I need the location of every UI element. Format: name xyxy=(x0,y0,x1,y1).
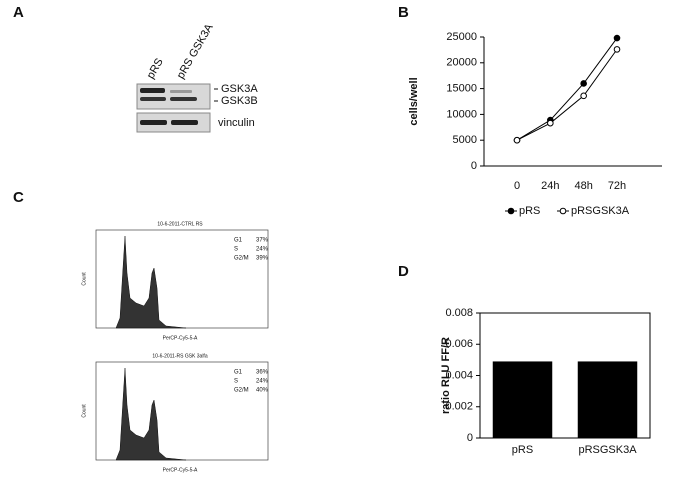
y-tick-label: 0 xyxy=(471,160,477,172)
stat-value: 39% xyxy=(256,256,269,262)
panel-label: D xyxy=(398,263,409,280)
band xyxy=(140,88,165,93)
y-tick-label: 25000 xyxy=(446,31,477,43)
band-label: vinculin xyxy=(218,117,255,129)
stat-name: G2/M xyxy=(234,388,249,394)
lane-label: pRS xyxy=(145,56,166,81)
series-line xyxy=(516,49,618,141)
x-tick-label: 0 xyxy=(514,180,520,192)
y-axis-label: ratio RLU FF/R xyxy=(440,337,452,414)
stat-name: S xyxy=(234,247,238,253)
stat-value: 36% xyxy=(256,370,269,376)
stat-name: G2/M xyxy=(234,256,249,262)
panel-label: C xyxy=(13,189,24,206)
x-tick-label: pRSGSK3A xyxy=(578,444,637,456)
histogram xyxy=(115,367,187,461)
y-tick-label: 15000 xyxy=(446,83,477,95)
x-tick-label: 24h xyxy=(541,180,559,192)
blot-frame xyxy=(136,83,211,110)
y-tick-label: 0 xyxy=(467,432,473,444)
bar xyxy=(492,361,553,438)
y-tick-label: 0.008 xyxy=(445,307,473,319)
x-tick-label: 48h xyxy=(574,180,592,192)
flow-xlabel: PerCP-Cy5-5-A xyxy=(163,335,198,341)
lane-label: pRS GSK3A xyxy=(175,21,216,81)
marker xyxy=(613,34,621,42)
flow-ylabel: Count xyxy=(81,404,87,418)
y-tick-label: 20000 xyxy=(446,57,477,69)
band xyxy=(171,120,198,125)
bar xyxy=(577,361,638,438)
legend-marker xyxy=(507,207,515,215)
legend-marker xyxy=(559,207,567,215)
flow-xlabel: PerCP-Cy5-5-A xyxy=(163,467,198,473)
panel-label: B xyxy=(398,4,409,21)
stat-name: G1 xyxy=(234,238,243,244)
y-tick-label: 10000 xyxy=(446,108,477,120)
marker xyxy=(613,46,621,53)
y-tick-label: 0.004 xyxy=(445,369,473,381)
stat-value: 40% xyxy=(256,388,269,394)
legend-label: pRSGSK3A xyxy=(571,205,630,217)
series-line xyxy=(516,37,618,141)
band xyxy=(170,97,197,101)
stat-value: 24% xyxy=(256,247,269,253)
y-tick-label: 5000 xyxy=(453,134,477,146)
panel-label: A xyxy=(13,4,24,21)
legend-label: pRS xyxy=(519,205,540,217)
stat-name: G1 xyxy=(234,370,243,376)
marker xyxy=(547,119,554,127)
band-label: GSK3B xyxy=(221,95,258,107)
marker xyxy=(580,80,587,87)
y-tick-label: 0.006 xyxy=(445,338,473,350)
stat-value: 24% xyxy=(256,379,269,385)
histogram xyxy=(115,235,187,329)
band xyxy=(140,120,167,125)
stat-name: S xyxy=(234,379,238,385)
blot: pRS pRS GSK3A GSK3A GSK3B vinculin xyxy=(136,21,258,133)
marker xyxy=(513,136,521,144)
flow-ylabel: Count xyxy=(81,272,87,286)
band xyxy=(170,90,192,93)
band xyxy=(140,97,166,101)
stat-value: 37% xyxy=(256,238,269,244)
y-tick-label: 0.002 xyxy=(445,401,473,413)
y-axis-label: cells/well xyxy=(408,77,420,125)
band-label: GSK3A xyxy=(221,83,258,95)
flow-title: 10-6-2011-RS GSK 3alfa xyxy=(152,353,207,359)
x-tick-label: 72h xyxy=(608,180,626,192)
marker xyxy=(580,92,587,100)
flow-title: 10-6-2011-CTRL RS xyxy=(157,221,203,227)
x-tick-label: pRS xyxy=(512,444,533,456)
